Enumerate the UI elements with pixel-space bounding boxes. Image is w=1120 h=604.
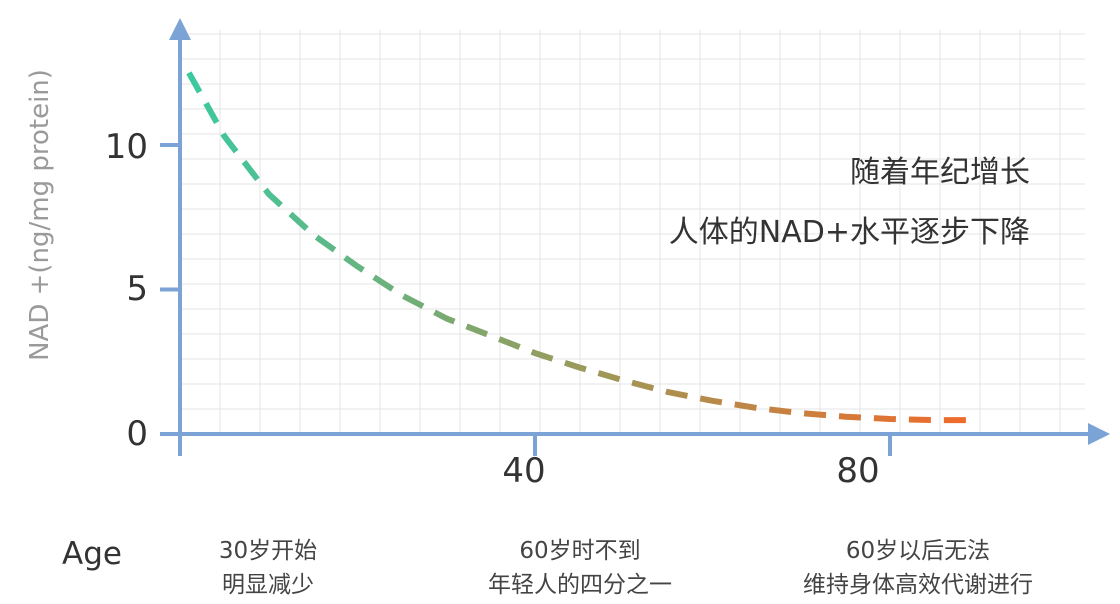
data-point: [357, 266, 358, 267]
x-axis-label: Age: [62, 536, 122, 572]
data-point: [668, 392, 669, 393]
x-tick-label: 80: [836, 451, 879, 491]
data-point: [313, 234, 314, 235]
y-axis-label: NAD +(ng/mg protein): [25, 69, 55, 361]
data-point: [401, 295, 402, 296]
data-point: [623, 380, 624, 381]
data-point: [490, 335, 491, 336]
y-tick-label: 5: [126, 269, 148, 309]
annotation-line-1: 随着年纪增长: [850, 155, 1030, 190]
data-point: [535, 353, 536, 354]
note-3-line-1: 60岁以后无法: [846, 538, 990, 564]
note-2-line-2: 年轻人的四分之一: [488, 572, 672, 598]
axes: [160, 18, 1110, 456]
data-point: [579, 367, 580, 368]
y-tick-label: 10: [105, 127, 148, 167]
data-point: [756, 407, 757, 408]
data-point: [188, 72, 189, 73]
data-point: [801, 413, 802, 414]
note-1-line-1: 30岁开始: [219, 538, 317, 564]
note-1-line-2: 明显减少: [222, 572, 314, 598]
note-2-line-1: 60岁时不到: [519, 538, 640, 564]
y-tick-label: 0: [126, 414, 148, 454]
data-point: [268, 194, 269, 195]
data-point: [712, 400, 713, 401]
data-point: [224, 136, 225, 137]
data-point: [934, 420, 935, 421]
note-3-line-2: 维持身体高效代谢进行: [803, 572, 1033, 598]
x-tick-label: 40: [502, 451, 545, 491]
data-point: [969, 420, 970, 421]
data-point: [446, 318, 447, 319]
y-axis-arrow: [169, 18, 191, 40]
series-line-nad: [186, 71, 970, 424]
grid: [180, 30, 1085, 434]
data-point: [845, 416, 846, 417]
data-point: [890, 418, 891, 419]
x-axis-arrow: [1088, 423, 1110, 445]
series-layer: [186, 71, 970, 424]
annotation-line-2: 人体的NAD+水平逐步下降: [669, 215, 1030, 250]
